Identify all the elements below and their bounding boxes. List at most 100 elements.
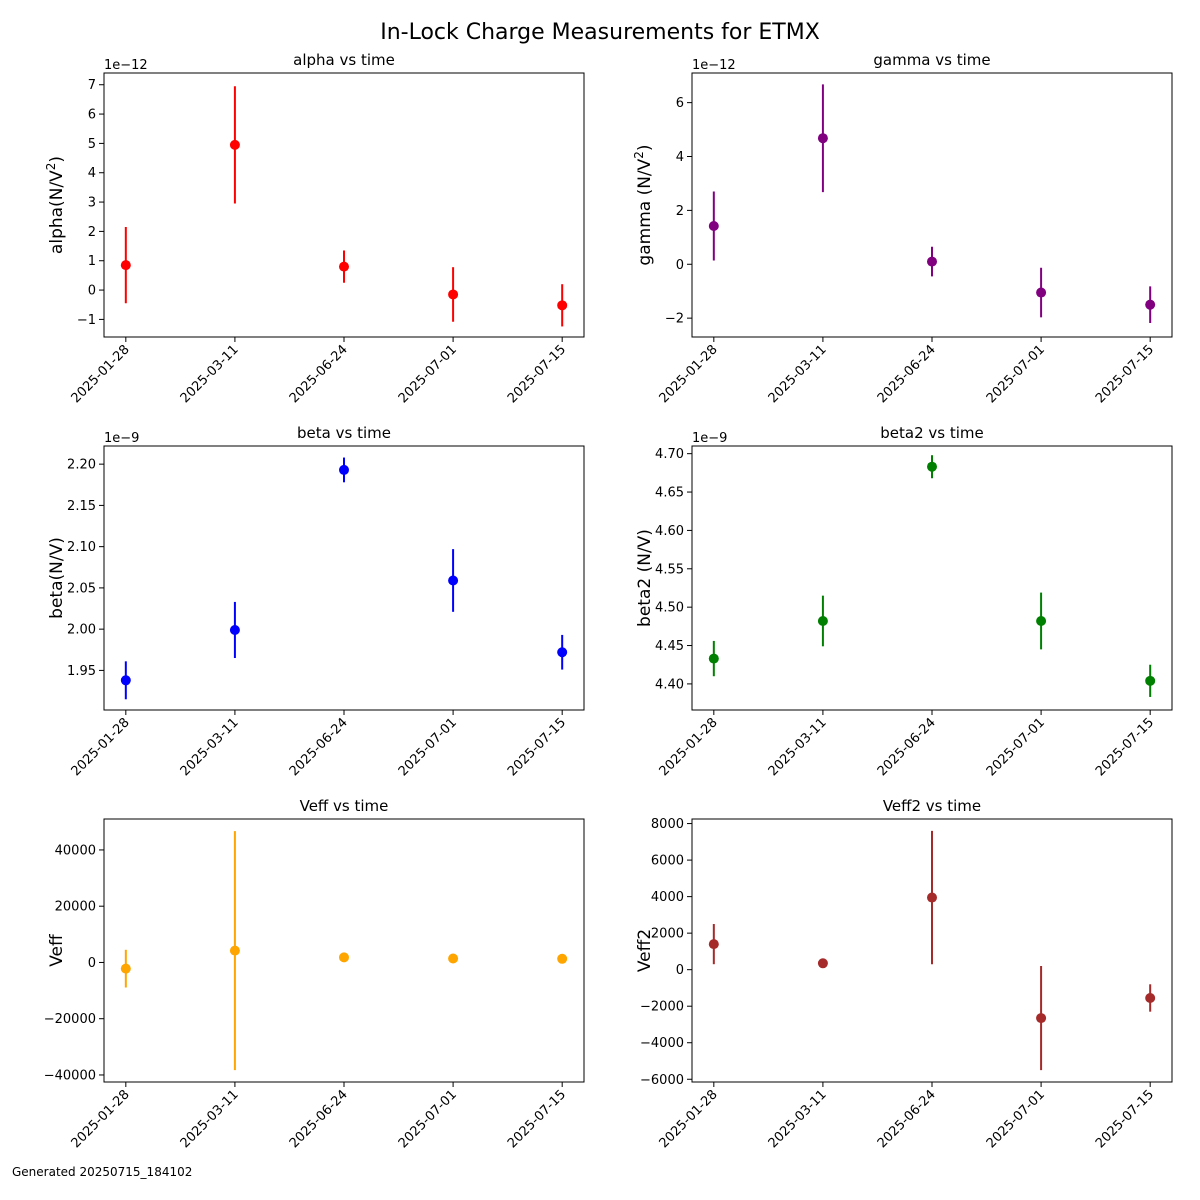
x-tick-label: 2025-03-11 <box>766 715 830 779</box>
axes-frame <box>103 445 585 711</box>
data-point <box>1036 1013 1047 1024</box>
y-tick-label: 0 <box>88 956 96 971</box>
data-point <box>817 133 828 144</box>
x-tick-label: 2025-01-28 <box>69 715 133 779</box>
x-tick-label: 2025-07-15 <box>505 1087 569 1151</box>
subplot-6: Veff2 vs time −6000 −4000 −2000 0 2000 4000 600… <box>635 797 1173 1151</box>
data-point <box>708 653 719 664</box>
data-point <box>120 963 131 974</box>
x-tick-label: 2025-06-24 <box>287 1087 351 1151</box>
data-point <box>229 945 240 956</box>
subplot-title: Veff2 vs time <box>883 797 981 815</box>
y-tick-label: −6000 <box>640 1073 684 1088</box>
x-tick-label: 2025-07-15 <box>1093 342 1157 406</box>
subplot-1: alpha vs time 1e−12 −1 0 1 2 3 4 5 6 7 2025-01-28 20… <box>44 51 585 406</box>
y-tick-label: 4 <box>88 166 96 181</box>
x-tick-label: 2025-03-11 <box>178 715 242 779</box>
y-tick-label: 2 <box>88 225 96 240</box>
axes-frame <box>691 445 1173 711</box>
x-tick-label: 2025-07-15 <box>1093 715 1157 779</box>
y-tick-label: 4.40 <box>655 677 684 692</box>
data-point <box>339 464 349 475</box>
y-tick-label: 4000 <box>651 890 684 905</box>
data-point <box>229 624 240 635</box>
x-tick-label: 2025-06-24 <box>287 342 351 406</box>
y-tick-label: 2.20 <box>67 458 96 473</box>
x-tick-label: 2025-07-15 <box>505 715 569 779</box>
data-point <box>817 958 828 969</box>
x-tick-label: 2025-03-11 <box>766 1087 830 1151</box>
data-point <box>927 892 937 903</box>
x-tick-label: 2025-07-01 <box>396 342 460 406</box>
data-point <box>1036 287 1047 298</box>
x-tick-label: 2025-01-28 <box>657 715 721 779</box>
axes-frame <box>103 72 585 338</box>
y-tick-label: 4.70 <box>655 447 684 462</box>
y-tick-label: 40000 <box>55 843 96 858</box>
y-tick-label: 2.10 <box>67 540 96 555</box>
x-tick-label: 2025-01-28 <box>657 1087 721 1151</box>
x-tick-label: 2025-06-24 <box>875 342 939 406</box>
y-tick-label: 0 <box>88 284 96 299</box>
y-tick-label: 4.55 <box>655 562 684 577</box>
axis-offset-text: 1e−12 <box>104 58 148 73</box>
data-point <box>448 953 459 964</box>
y-tick-label: 7 <box>88 78 96 93</box>
subplot-title: alpha vs time <box>293 51 395 69</box>
x-tick-label: 2025-03-11 <box>178 342 242 406</box>
data-point <box>1145 675 1156 686</box>
x-tick-label: 2025-07-01 <box>396 1087 460 1151</box>
y-axis-label: Veff2 <box>635 929 655 972</box>
y-tick-label: 6 <box>88 108 96 123</box>
y-axis-label: beta2 (N/V) <box>635 529 655 627</box>
data-point <box>557 647 568 658</box>
y-axis-label: alpha(N/V2) <box>44 156 67 254</box>
x-tick-label: 2025-06-24 <box>875 1087 939 1151</box>
y-axis-label: beta(N/V) <box>47 537 67 619</box>
y-axis-label: gamma (N/V2) <box>632 144 655 265</box>
subplot-title: beta vs time <box>297 424 391 442</box>
y-tick-label: 6000 <box>651 854 684 869</box>
figure-title: In-Lock Charge Measurements for ETMX <box>380 20 820 45</box>
data-point <box>817 615 828 626</box>
data-point <box>339 261 349 272</box>
generated-footer: Generated 20250715_184102 <box>12 1165 193 1179</box>
data-point <box>448 575 459 586</box>
x-tick-label: 2025-07-15 <box>1093 1087 1157 1151</box>
y-axis-label: Veff <box>47 933 67 967</box>
x-tick-label: 2025-03-11 <box>178 1087 242 1151</box>
y-tick-label: 1.95 <box>67 664 96 679</box>
y-tick-label: 2000 <box>651 927 684 942</box>
data-point <box>229 139 240 150</box>
axis-offset-text: 1e−12 <box>692 58 736 73</box>
subplot-4: beta2 vs time 1e−9 4.40 4.45 4.50 4.55 4.60 4.6… <box>635 424 1173 779</box>
subplot-5: Veff vs time −40000 −20000 0 20000 40000 2025-… <box>44 797 585 1151</box>
data-point <box>1145 299 1156 310</box>
y-tick-label: −20000 <box>44 1012 96 1027</box>
y-tick-label: 6 <box>676 96 684 111</box>
data-point <box>927 256 937 267</box>
subplot-title: Veff vs time <box>300 797 389 815</box>
y-tick-label: 4.45 <box>655 639 684 654</box>
y-tick-label: 4.50 <box>655 601 684 616</box>
y-tick-label: −4000 <box>640 1036 684 1051</box>
y-tick-label: 0 <box>676 963 684 978</box>
y-tick-label: 3 <box>88 196 96 211</box>
data-point <box>120 260 131 271</box>
axis-offset-text: 1e−9 <box>104 431 139 446</box>
data-point <box>708 939 719 950</box>
x-tick-label: 2025-07-01 <box>984 715 1048 779</box>
y-tick-label: 0 <box>676 258 684 273</box>
x-tick-label: 2025-07-01 <box>984 1087 1048 1151</box>
y-tick-label: 2.05 <box>67 581 96 596</box>
x-tick-label: 2025-06-24 <box>875 715 939 779</box>
axes-frame <box>103 818 585 1083</box>
y-tick-label: −40000 <box>44 1068 96 1083</box>
y-tick-label: 2 <box>676 204 684 219</box>
subplot-3: beta vs time 1e−9 1.95 2.00 2.05 2.10 2.15 2.20… <box>47 424 585 779</box>
data-point <box>557 953 568 964</box>
data-point <box>557 300 568 311</box>
data-point <box>448 289 459 300</box>
x-tick-label: 2025-07-01 <box>984 342 1048 406</box>
